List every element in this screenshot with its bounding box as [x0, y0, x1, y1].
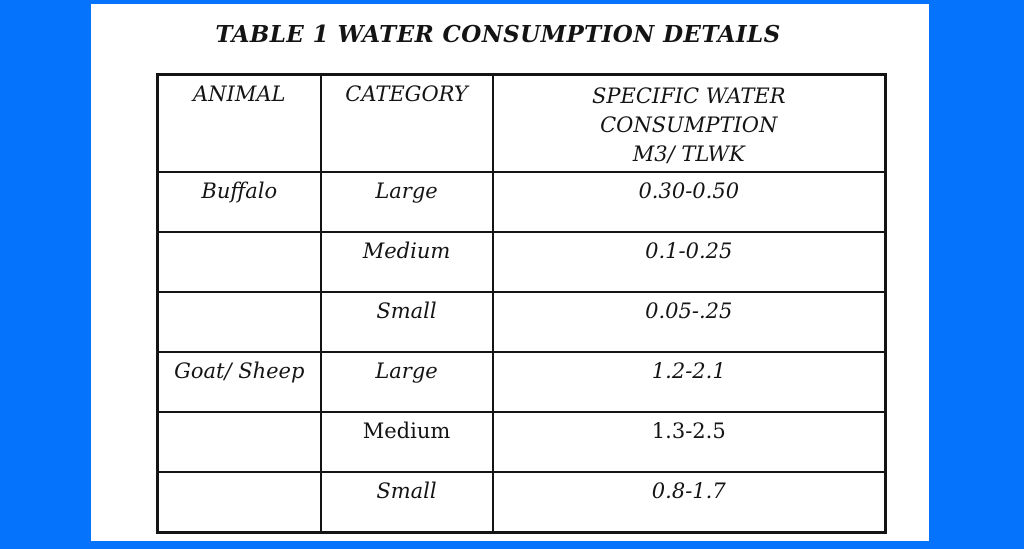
table-row: Small 0.05-.25: [156, 291, 887, 353]
cell-animal: [156, 231, 322, 293]
cell-consumption: 0.8-1.7: [491, 471, 887, 534]
cell-category: Large: [319, 351, 494, 413]
cell-category: Small: [319, 291, 494, 353]
cell-animal: Buffalo: [156, 171, 322, 233]
header-specific-water-consumption: SPECIFIC WATER CONSUMPTION M3/ TLWK: [491, 73, 887, 173]
document-page: TABLE 1 WATER CONSUMPTION DETAILS ANIMAL…: [91, 4, 929, 541]
header-category: CATEGORY: [319, 73, 494, 173]
table-row: Buffalo Large 0.30-0.50: [156, 171, 887, 233]
cell-animal: Goat/ Sheep: [156, 351, 322, 413]
cell-animal: [156, 291, 322, 353]
cell-consumption: 0.1-0.25: [491, 231, 887, 293]
header-animal: ANIMAL: [156, 73, 322, 173]
cell-consumption: 0.05-.25: [491, 291, 887, 353]
cell-consumption: 0.30-0.50: [491, 171, 887, 233]
cell-consumption: 1.3-2.5: [491, 411, 887, 473]
water-consumption-table: ANIMAL CATEGORY SPECIFIC WATER CONSUMPTI…: [156, 73, 887, 534]
cell-consumption: 1.2-2.1: [491, 351, 887, 413]
table-header-row: ANIMAL CATEGORY SPECIFIC WATER CONSUMPTI…: [156, 73, 887, 173]
cell-animal: [156, 411, 322, 473]
cell-category: Medium: [319, 231, 494, 293]
table-row: Small 0.8-1.7: [156, 471, 887, 534]
cell-animal: [156, 471, 322, 534]
table-title: TABLE 1 WATER CONSUMPTION DETAILS: [215, 21, 781, 48]
table-row: Medium 0.1-0.25: [156, 231, 887, 293]
cell-category: Medium: [319, 411, 494, 473]
table-row: Goat/ Sheep Large 1.2-2.1: [156, 351, 887, 413]
table-row: Medium 1.3-2.5: [156, 411, 887, 473]
cell-category: Large: [319, 171, 494, 233]
cell-category: Small: [319, 471, 494, 534]
